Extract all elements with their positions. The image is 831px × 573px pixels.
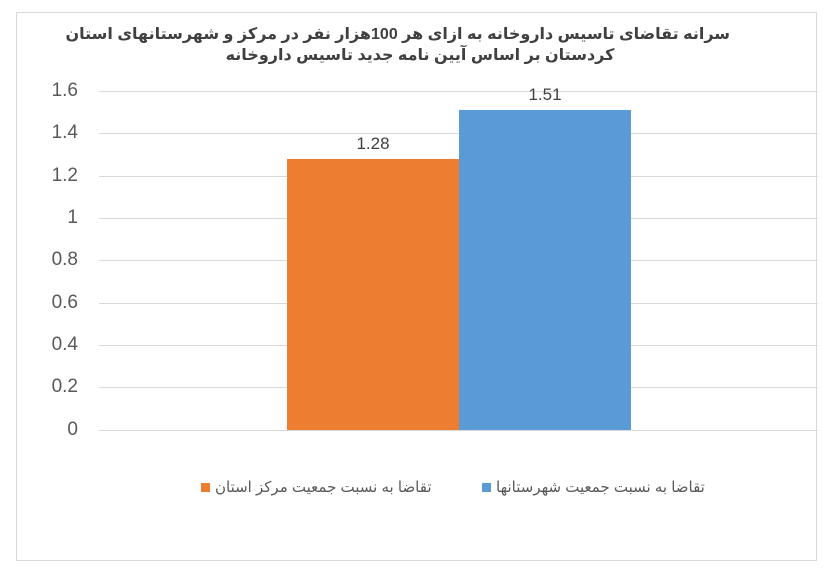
legend-item-counties[interactable]: تقاضا به نسبت جمعیت شهرستانها [482, 476, 705, 498]
y-tick-label: 1.4 [51, 122, 78, 143]
data-label-counties: 1.51 [528, 85, 562, 104]
bar-counties[interactable] [459, 110, 631, 430]
y-tick-label: 0.6 [51, 292, 78, 313]
gridline-1.4 [99, 133, 818, 134]
y-tick-label: 0.2 [51, 376, 78, 397]
legend-item-center-province[interactable]: تقاضا به نسبت جمعیت مرکز استان [201, 476, 432, 498]
y-tick-label: 1.6 [51, 80, 78, 101]
data-label-center-province: 1.28 [356, 134, 390, 153]
gridline-1.6 [99, 91, 818, 92]
chart-legend: تقاضا به نسبت جمعیت مرکز استان تقاضا به … [190, 476, 730, 498]
legend-label: تقاضا به نسبت جمعیت مرکز استان [215, 479, 432, 496]
chart-title-line-2: کردستان بر اساس آیین نامه جدید تاسیس دار… [225, 47, 615, 64]
x-axis-baseline [99, 430, 818, 431]
legend-label: تقاضا به نسبت جمعیت شهرستانها [496, 479, 705, 496]
bar-center-province[interactable] [287, 159, 459, 430]
y-tick-label: 0.4 [51, 334, 78, 355]
chart-title-line-1: سرانه تقاضای تاسیس داروخانه به ازای هر 1… [65, 26, 730, 43]
y-tick-label: 1.2 [51, 165, 78, 186]
legend-swatch-blue-icon [482, 482, 491, 492]
y-tick-label: 0 [67, 419, 78, 440]
y-tick-label: 0.8 [51, 249, 78, 270]
y-tick-label: 1 [67, 207, 78, 228]
legend-swatch-orange-icon [201, 482, 210, 492]
